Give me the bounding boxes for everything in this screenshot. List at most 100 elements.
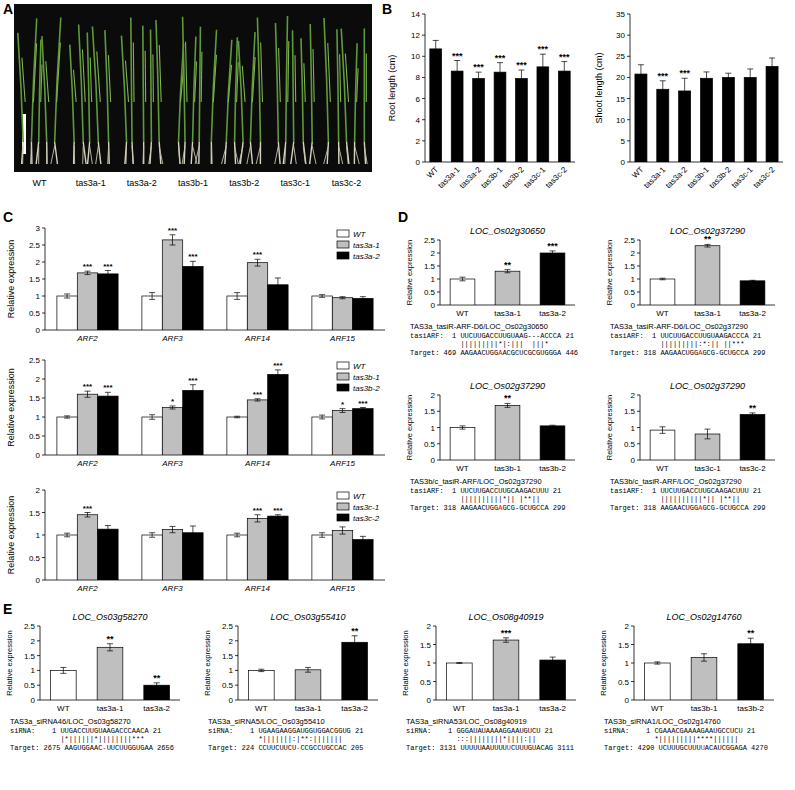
y-tick-label: 3 xyxy=(36,224,41,233)
error-bar xyxy=(505,403,511,407)
annotations: ** xyxy=(504,393,512,403)
photo-label: tas3c-2 xyxy=(332,178,362,188)
x-tick-label: ARF14 xyxy=(244,334,270,343)
x-tick-label: ARF2 xyxy=(76,584,98,593)
root xyxy=(211,142,213,164)
chart: 00.511.522.5**WTtas3a-1tas3a-2LOC_Os03g5… xyxy=(203,612,378,752)
chart-title: LOC_Os03g58270 xyxy=(72,612,147,622)
x-tick-label: ARF15 xyxy=(329,334,355,343)
y-tick xyxy=(42,379,45,380)
figure: AWTtas3a-1tas3a-2tas3b-1tas3b-2tas3c-1ta… xyxy=(0,0,795,790)
bar xyxy=(494,72,506,162)
y-tick xyxy=(637,427,640,428)
x-tick-label: ARF14 xyxy=(244,459,270,468)
alignment-match: |*||||||*||||||||*** xyxy=(10,735,144,743)
root xyxy=(198,142,200,164)
error-bar xyxy=(704,72,710,85)
error-bar xyxy=(255,399,261,401)
root xyxy=(107,146,109,164)
root xyxy=(179,142,180,164)
bar xyxy=(249,670,275,700)
panel-letter: C xyxy=(3,209,13,225)
y-tick xyxy=(437,279,440,280)
y-tick xyxy=(422,14,425,15)
y-tick-label: 1.5 xyxy=(222,652,234,661)
leaf xyxy=(145,51,147,102)
y-tick xyxy=(235,685,238,686)
y-tick xyxy=(437,292,440,293)
bar xyxy=(353,409,373,455)
error-bar xyxy=(234,293,240,300)
y-tick xyxy=(42,296,45,297)
error-bar xyxy=(149,293,155,300)
y-tick xyxy=(437,266,440,267)
alignment-match: ||||||||||*|| |**|| xyxy=(410,495,540,503)
chart: 00.511.522.5****WTtas3a-1tas3a-2LOC_Os03… xyxy=(5,612,180,752)
y-axis xyxy=(640,240,641,305)
leaf xyxy=(87,32,89,142)
significance: *** xyxy=(679,68,690,78)
y-tick xyxy=(637,279,640,280)
bar xyxy=(97,647,123,700)
y-tick xyxy=(433,700,436,701)
y-tick xyxy=(631,626,634,627)
error-bar xyxy=(319,295,325,298)
annotations: ****** xyxy=(658,68,691,81)
y-tick-label: 2.5 xyxy=(624,236,636,245)
y-axis-label: Relative expression xyxy=(5,630,14,695)
y-tick xyxy=(42,455,45,456)
y-tick-label: 2 xyxy=(631,391,636,400)
y-tick-label: 15 xyxy=(616,95,625,104)
y-tick-label: 0.5 xyxy=(618,678,630,687)
x-tick-label: tas3b-2 xyxy=(539,464,566,473)
error-bar xyxy=(660,278,666,280)
y-tick-label: 0.5 xyxy=(420,678,432,687)
alignment-query: siRNA: 1 UUGACCUUGUAAGACCCAACA 21 xyxy=(10,727,161,735)
y-tick xyxy=(37,655,40,656)
leaf xyxy=(125,61,128,102)
error-bar xyxy=(60,667,66,673)
y-tick-label: 1 xyxy=(625,659,630,668)
root xyxy=(74,146,76,164)
significance: *** xyxy=(358,399,368,408)
y-tick xyxy=(433,663,436,664)
y-tick-label: 0.5 xyxy=(29,554,41,563)
y-tick xyxy=(637,240,640,241)
significance: *** xyxy=(501,628,512,638)
marks xyxy=(430,40,570,162)
bar xyxy=(516,78,528,162)
y-axis xyxy=(425,14,426,162)
bar xyxy=(700,78,712,162)
leaf xyxy=(183,17,185,142)
bar xyxy=(540,426,565,460)
chart: 00.511.52**WTtas3b-1tas3b-2LOC_Os02g1476… xyxy=(599,612,774,752)
error-bar xyxy=(107,644,113,651)
leaf xyxy=(294,55,296,102)
leaf xyxy=(121,36,126,142)
bar xyxy=(312,417,332,455)
x-tick-label: WT xyxy=(656,309,669,318)
root xyxy=(339,146,343,164)
y-tick-label: 6 xyxy=(416,95,421,104)
error-bar xyxy=(454,61,460,82)
root xyxy=(22,142,24,164)
bar xyxy=(142,417,162,455)
error-bar xyxy=(305,667,311,672)
bar xyxy=(183,266,203,330)
y-axis-label: Relative expression xyxy=(605,395,614,460)
y-tick xyxy=(433,681,436,682)
leaf xyxy=(41,64,42,102)
legend-swatch xyxy=(337,373,349,380)
x-tick-label: tas3c-2 xyxy=(752,165,777,190)
x-tick-label: ARF3 xyxy=(161,459,183,468)
y-axis xyxy=(630,14,631,162)
alignment-title: TAS3a_siRNA46/LOC_Os03g58270 xyxy=(10,717,131,726)
y-axis xyxy=(634,626,635,700)
leaf xyxy=(105,30,109,142)
chart: 00.511.52**WTtas3b-1tas3b-2LOC_Os02g3729… xyxy=(405,381,575,512)
root xyxy=(347,146,349,164)
bar xyxy=(332,531,352,581)
root xyxy=(364,146,367,164)
bar xyxy=(495,271,520,305)
y-tick xyxy=(627,162,630,163)
